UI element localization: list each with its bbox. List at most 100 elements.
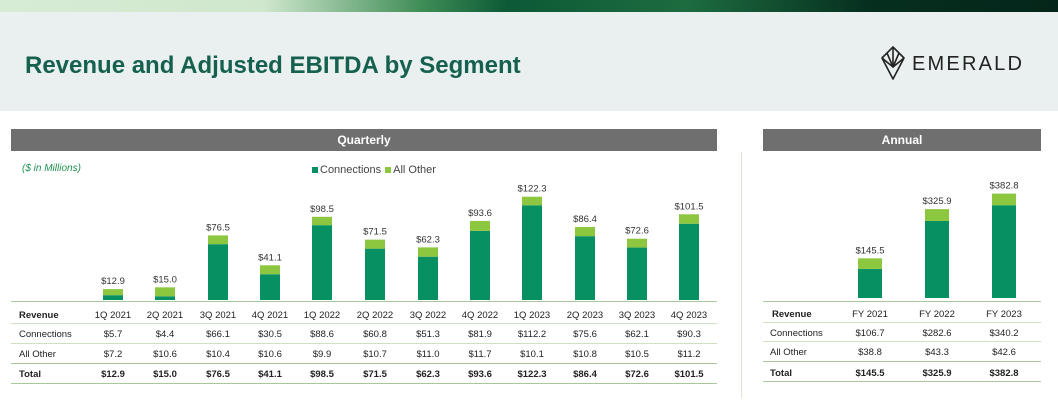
- quarterly-bar-connections: [260, 274, 280, 300]
- quarterly-table-period-label: 4Q 2021: [251, 310, 289, 321]
- quarterly-table-cell: $81.9: [468, 329, 492, 340]
- annual-table-cell: $382.8: [989, 368, 1019, 379]
- quarterly-table-cell: $12.9: [101, 369, 125, 380]
- quarterly-table-cell: $101.5: [674, 369, 704, 380]
- annual-total-label: $382.8: [989, 181, 1018, 192]
- quarterly-bar-all-other: [260, 265, 280, 275]
- quarterly-table-cell: $10.5: [625, 349, 649, 360]
- emerald-gem-icon: [881, 46, 905, 80]
- quarterly-bar-all-other: [103, 289, 123, 296]
- quarterly-bar-all-other: [312, 216, 332, 226]
- quarterly-bar-connections: [575, 236, 595, 300]
- quarterly-table-cell: $90.3: [677, 329, 701, 340]
- quarterly-table-row-divider: [11, 301, 717, 302]
- logo-wordmark: EMERALD: [912, 53, 1025, 75]
- quarterly-table-cell: $10.7: [363, 349, 387, 360]
- quarterly-header: Quarterly: [11, 129, 717, 151]
- section-divider: [741, 152, 742, 398]
- annual-table-period-label: FY 2023: [986, 309, 1022, 320]
- annual-table-cell: $42.6: [992, 347, 1016, 358]
- annual-table-cell: $325.9: [922, 368, 952, 379]
- quarterly-table-cell: $122.3: [517, 369, 547, 380]
- legend-swatch-connections: [312, 167, 318, 173]
- annual-total-label: $145.5: [855, 245, 884, 256]
- quarterly-table-row-divider: [11, 363, 717, 364]
- quarterly-table-cell: $75.6: [573, 329, 597, 340]
- quarterly-table-cell: $11.7: [468, 349, 492, 360]
- quarterly-table-row-divider: [11, 323, 717, 324]
- quarterly-table-cell: $10.6: [258, 349, 282, 360]
- quarterly-table-cell: $62.3: [416, 369, 440, 380]
- quarterly-table-cell: $30.5: [258, 329, 282, 340]
- quarterly-bar-all-other: [418, 247, 438, 257]
- annual-bar-connections: [925, 220, 949, 298]
- annual-bar-all-other: [992, 193, 1016, 206]
- quarterly-table-cell: $112.2: [517, 329, 547, 340]
- quarterly-table-cell: $10.8: [573, 349, 597, 360]
- annual-table-cell: $106.7: [855, 328, 885, 339]
- quarterly-table-cell: $93.6: [468, 369, 492, 380]
- annual-bar-connections: [858, 268, 882, 298]
- quarterly-bar-all-other: [679, 214, 699, 224]
- quarterly-table-header-label: Revenue: [19, 310, 59, 321]
- annual-table-row-divider: [763, 341, 1041, 342]
- quarterly-table-cell: $5.7: [103, 329, 123, 340]
- quarterly-table-row-label: All Other: [19, 349, 56, 360]
- quarterly-table-cell: $60.8: [363, 329, 387, 340]
- quarterly-table-period-label: 1Q 2022: [303, 310, 341, 321]
- annual-table-cell: $38.8: [858, 347, 882, 358]
- quarterly-table-cell: $66.1: [206, 329, 230, 340]
- quarterly-table-cell: $11.2: [677, 349, 701, 360]
- quarterly-table-cell: $76.5: [206, 369, 230, 380]
- legend-label-connections: Connections: [320, 164, 382, 176]
- quarterly-bar-connections: [627, 247, 647, 300]
- quarterly-bar-all-other: [365, 239, 385, 249]
- quarterly-table-cell: $86.4: [573, 369, 597, 380]
- annual-bar-connections: [992, 205, 1016, 298]
- annual-table-cell: $145.5: [855, 368, 885, 379]
- legend-item-connections: Connections: [312, 164, 381, 176]
- quarterly-bar-connections: [208, 244, 228, 300]
- quarterly-total-label: $98.5: [310, 204, 334, 215]
- annual-bar-all-other: [925, 209, 949, 221]
- annual-header: Annual: [763, 129, 1041, 151]
- quarterly-bar-connections: [365, 248, 385, 300]
- quarterly-total-label: $76.5: [206, 222, 230, 233]
- legend-item-all-other: All Other: [385, 164, 436, 176]
- quarterly-table-period-label: 4Q 2023: [670, 310, 708, 321]
- quarterly-table-cell: $10.1: [520, 349, 544, 360]
- quarterly-bar-connections: [418, 256, 438, 300]
- quarterly-table-period-label: 1Q 2021: [94, 310, 132, 321]
- quarterly-bar-connections: [103, 295, 123, 300]
- quarterly-bar-all-other: [470, 220, 490, 231]
- quarterly-bar-connections: [679, 223, 699, 300]
- quarterly-bar-all-other: [627, 238, 647, 248]
- quarterly-table-cell: $41.1: [258, 369, 282, 380]
- quarterly-total-label: $15.0: [153, 274, 177, 285]
- legend-label-all-other: All Other: [393, 164, 436, 176]
- emerald-logo: EMERALD: [880, 45, 1040, 85]
- quarterly-bar-connections: [155, 296, 175, 300]
- annual-table-period-label: FY 2022: [919, 309, 955, 320]
- units-note: ($ in Millions): [22, 163, 81, 174]
- page-title: Revenue and Adjusted EBITDA by Segment: [25, 52, 521, 79]
- quarterly-bar-all-other: [208, 235, 228, 245]
- quarterly-total-label: $122.3: [517, 184, 546, 195]
- quarterly-table-period-label: 3Q 2021: [199, 310, 237, 321]
- quarterly-table-period-label: 3Q 2023: [618, 310, 656, 321]
- quarterly-total-label: $101.5: [674, 201, 703, 212]
- quarterly-table-cell: $72.6: [625, 369, 649, 380]
- annual-table-cell: $43.3: [925, 347, 949, 358]
- annual-table-row-label: All Other: [770, 347, 807, 358]
- quarterly-bar-connections: [470, 230, 490, 300]
- quarterly-total-label: $72.6: [625, 226, 649, 237]
- quarterly-table-cell: $4.4: [155, 329, 175, 340]
- annual-table-row-label: Total: [770, 368, 792, 379]
- quarterly-bar-all-other: [522, 196, 542, 206]
- quarterly-table-period-label: 1Q 2023: [513, 310, 551, 321]
- quarterly-table-cell: $51.3: [416, 329, 440, 340]
- quarterly-table-row-label: Connections: [19, 329, 72, 340]
- annual-table-row-divider: [763, 301, 1041, 302]
- quarterly-bar-connections: [312, 225, 332, 300]
